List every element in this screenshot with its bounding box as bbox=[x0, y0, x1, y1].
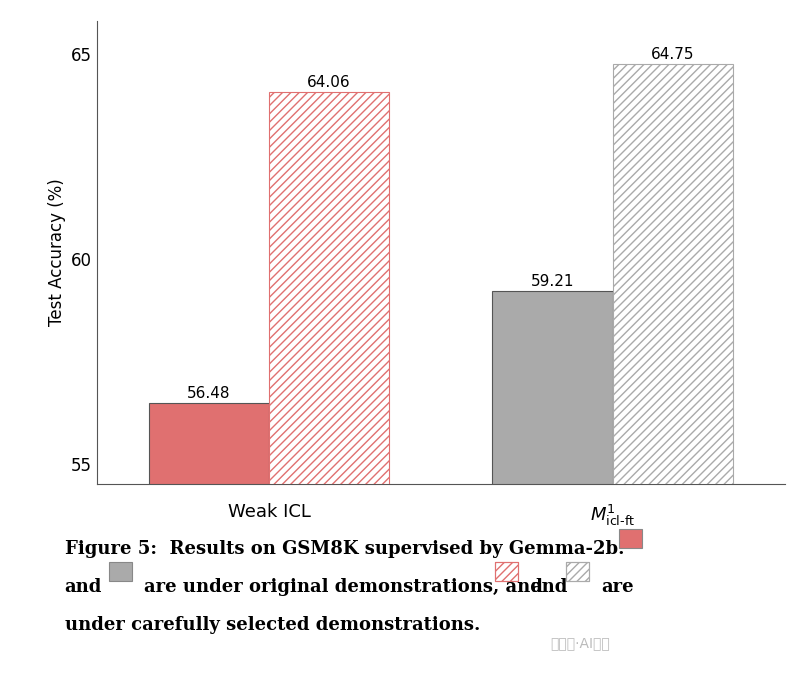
Bar bbox=[619, 529, 642, 548]
Y-axis label: Test Accuracy (%): Test Accuracy (%) bbox=[48, 179, 66, 327]
Bar bbox=[493, 291, 612, 484]
Bar bbox=[495, 562, 518, 581]
Bar bbox=[566, 562, 589, 581]
Text: are under original demonstrations, and: are under original demonstrations, and bbox=[144, 578, 543, 596]
Text: 59.21: 59.21 bbox=[531, 274, 574, 289]
Text: and: and bbox=[65, 578, 102, 596]
Bar bbox=[149, 403, 269, 484]
Text: under carefully selected demonstrations.: under carefully selected demonstrations. bbox=[65, 616, 480, 634]
Text: Figure 5:  Results on GSM8K supervised by Gemma-2b.: Figure 5: Results on GSM8K supervised by… bbox=[65, 540, 625, 558]
Text: and: and bbox=[530, 578, 567, 596]
Text: 56.48: 56.48 bbox=[187, 386, 231, 401]
Text: 64.75: 64.75 bbox=[651, 47, 695, 62]
Bar bbox=[109, 562, 132, 581]
Text: $M^1_\mathrm{icl\text{-}ft}$: $M^1_\mathrm{icl\text{-}ft}$ bbox=[591, 503, 635, 528]
Bar bbox=[495, 562, 518, 581]
Bar bbox=[269, 92, 389, 484]
Text: are: are bbox=[601, 578, 633, 596]
Bar bbox=[566, 562, 589, 581]
Text: 公众号·AI帝国: 公众号·AI帝国 bbox=[550, 637, 610, 650]
Bar bbox=[613, 64, 733, 484]
Text: 64.06: 64.06 bbox=[307, 75, 351, 90]
Text: Weak ICL: Weak ICL bbox=[227, 503, 311, 521]
